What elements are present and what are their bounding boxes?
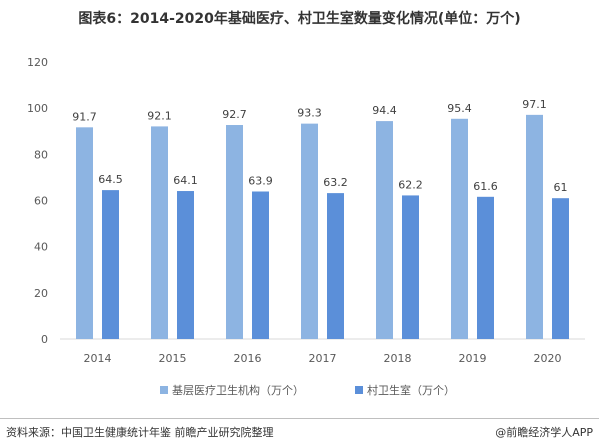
brand-label: @前瞻经济学人APP (495, 426, 593, 439)
legend-swatch (355, 386, 363, 394)
y-tick-label: 80 (34, 148, 48, 161)
y-tick-label: 0 (41, 333, 48, 346)
data-label: 61.6 (473, 180, 498, 193)
bar (526, 114, 543, 339)
bar (76, 127, 93, 339)
bar (102, 190, 119, 339)
y-tick-label: 60 (34, 195, 48, 208)
y-tick-label: 20 (34, 287, 48, 300)
x-tick-label: 2016 (234, 352, 262, 365)
bar-chart: 0 20 40 60 80 100 120 91.7 64.5 92.1 64.1 92.7 63.9… (27, 56, 585, 397)
bar (552, 198, 569, 339)
legend-swatch (160, 386, 168, 394)
y-tick-label: 40 (34, 241, 48, 254)
y-tick-label: 100 (27, 102, 48, 115)
legend-label: 村卫生室（万个） (367, 383, 455, 397)
data-label: 93.3 (297, 107, 322, 120)
x-tick-label: 2020 (534, 352, 562, 365)
bar (252, 191, 269, 339)
bar (451, 118, 468, 339)
data-label: 92.1 (147, 109, 172, 122)
bar (327, 193, 344, 339)
bar (177, 191, 194, 339)
bar (376, 121, 393, 340)
bar (226, 125, 243, 339)
data-label: 92.7 (222, 108, 247, 121)
footer: 资料来源：中国卫生健康统计年鉴 前瞻产业研究院整理 @前瞻经济学人APP (0, 418, 599, 444)
bar (301, 123, 318, 339)
data-label: 94.4 (372, 104, 397, 117)
data-label: 64.1 (173, 174, 198, 187)
x-tick-label: 2018 (384, 352, 412, 365)
data-label: 64.5 (98, 173, 123, 186)
data-label: 97.1 (522, 98, 547, 111)
legend-label: 基层医疗卫生机构（万个） (172, 383, 304, 397)
chart-title: 图表6：2014-2020年基础医疗、村卫生室数量变化情况(单位：万个) (78, 11, 521, 27)
data-label: 63.2 (323, 176, 348, 189)
bar (402, 195, 419, 339)
data-label: 95.4 (447, 102, 472, 115)
x-tick-label: 2015 (159, 352, 187, 365)
data-label: 62.2 (398, 178, 423, 191)
x-tick-label: 2019 (459, 352, 487, 365)
source-note: 资料来源：中国卫生健康统计年鉴 前瞻产业研究院整理 (6, 426, 274, 439)
data-label: 61 (554, 181, 568, 194)
bar (151, 126, 168, 339)
data-label: 63.9 (248, 174, 273, 187)
bar (477, 196, 494, 339)
footer-divider (0, 418, 599, 419)
y-tick-label: 120 (27, 56, 48, 69)
x-tick-label: 2017 (309, 352, 337, 365)
x-tick-label: 2014 (84, 352, 112, 365)
data-label: 91.7 (72, 110, 97, 123)
